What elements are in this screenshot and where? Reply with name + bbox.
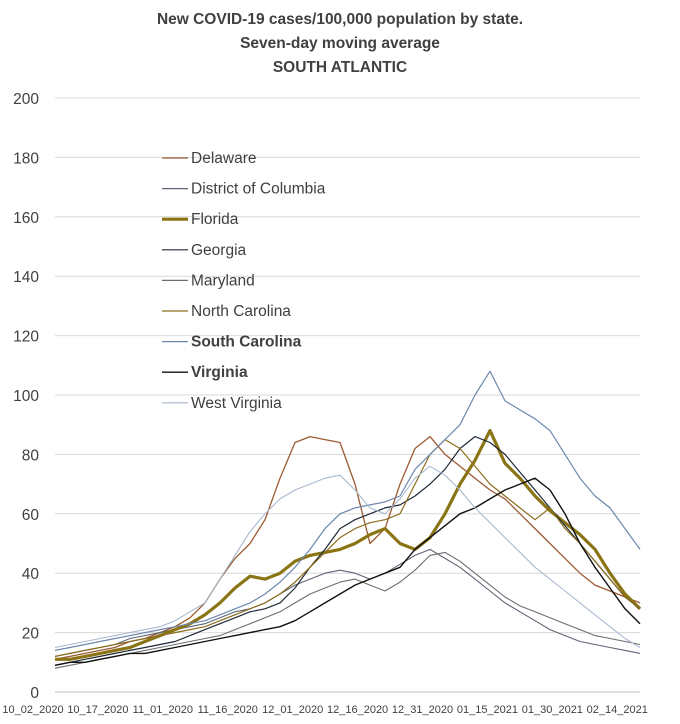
y-tick-label-200: 200 bbox=[13, 91, 39, 108]
x-tick-label-5: 12_16_2020 bbox=[327, 704, 388, 716]
x-tick-label-8: 01_30_2021 bbox=[522, 704, 583, 716]
x-tick-label-6: 12_31_2020 bbox=[392, 704, 453, 716]
legend-label-8: West Virginia bbox=[191, 395, 282, 412]
x-tick-label-9: 02_14_2021 bbox=[587, 704, 648, 716]
chart-title-line-3: SOUTH ATLANTIC bbox=[272, 59, 408, 76]
legend-label-5: North Carolina bbox=[191, 303, 291, 320]
series-line-north-carolina bbox=[54, 439, 641, 657]
x-tick-label-0: 10_02_2020 bbox=[2, 704, 63, 716]
series-line-maryland bbox=[54, 551, 641, 669]
y-tick-label-0: 0 bbox=[30, 685, 39, 702]
y-tick-label-80: 80 bbox=[22, 447, 40, 464]
y-tick-label-140: 140 bbox=[13, 269, 39, 286]
x-tick-label-2: 11_01_2020 bbox=[133, 704, 193, 716]
y-tick-label-180: 180 bbox=[13, 150, 39, 167]
legend-label-0: Delaware bbox=[191, 150, 256, 167]
y-tick-label-160: 160 bbox=[13, 210, 39, 227]
series-line-west-virginia bbox=[54, 465, 641, 649]
legend-label-4: Maryland bbox=[191, 272, 255, 289]
series-line-florida bbox=[55, 429, 642, 661]
y-tick-label-60: 60 bbox=[22, 507, 40, 524]
chart-title-line-1: New COVID-19 cases/100,000 population by… bbox=[156, 11, 524, 28]
series-line-delaware bbox=[54, 435, 641, 660]
series-line-georgia bbox=[54, 436, 641, 666]
legend-label-1: District of Columbia bbox=[191, 181, 326, 198]
legend-label-7: Virginia bbox=[191, 364, 248, 381]
x-tick-label-4: 12_01_2020 bbox=[262, 704, 323, 716]
legend-label-6: South Carolina bbox=[191, 334, 302, 351]
series-line-district-of-columbia bbox=[54, 548, 641, 657]
series-line-south-carolina bbox=[54, 370, 641, 651]
y-tick-label-100: 100 bbox=[13, 388, 39, 405]
x-tick-label-7: 01_15_2021 bbox=[457, 704, 518, 716]
x-tick-label-3: 11_16_2020 bbox=[198, 704, 258, 716]
x-tick-label-1: 10_17_2020 bbox=[67, 704, 128, 716]
y-tick-label-40: 40 bbox=[22, 566, 40, 583]
legend-label-2: Florida bbox=[191, 211, 239, 228]
y-tick-label-20: 20 bbox=[22, 626, 40, 643]
legend-label-3: Georgia bbox=[191, 242, 247, 259]
series-line-virginia bbox=[54, 477, 641, 666]
chart-title-line-2: Seven-day moving average bbox=[240, 35, 440, 52]
y-tick-label-120: 120 bbox=[13, 329, 39, 346]
